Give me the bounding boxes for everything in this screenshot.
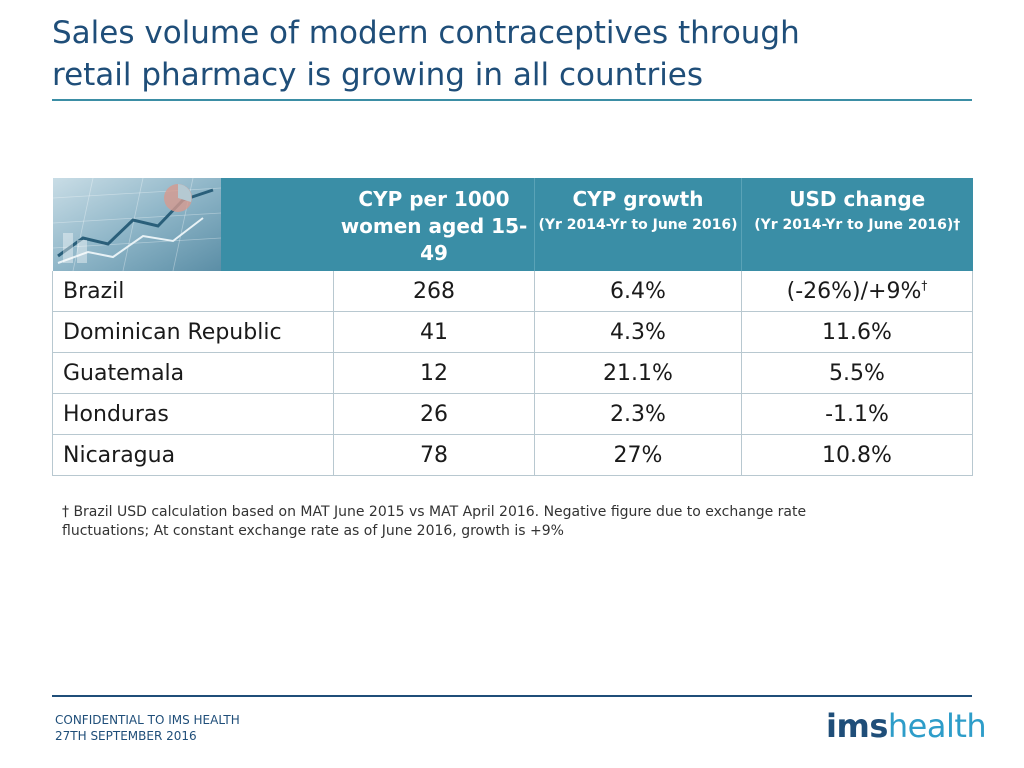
header-cyp-growth-sub: (Yr 2014-Yr to June 2016) — [538, 217, 738, 233]
header-cyp-growth: CYP growth (Yr 2014-Yr to June 2016) — [534, 178, 742, 271]
cyp-cell: 268 — [333, 271, 535, 312]
header-usd-change-label: USD change — [789, 187, 926, 211]
usd-cell: 10.8% — [741, 434, 973, 476]
logo-ims: ims — [826, 707, 888, 745]
table-row: Guatemala 12 21.1% 5.5% — [52, 352, 973, 394]
country-cell: Honduras — [52, 393, 334, 435]
title-line-2: retail pharmacy is growing in all countr… — [52, 57, 704, 93]
footnote-line-1: † Brazil USD calculation based on MAT Ju… — [62, 504, 807, 520]
table-row: Honduras 26 2.3% -1.1% — [52, 393, 973, 435]
logo-health: health — [887, 707, 987, 745]
growth-cell: 21.1% — [534, 352, 742, 394]
dagger-mark: † — [921, 278, 928, 293]
cyp-cell: 12 — [333, 352, 535, 394]
usd-cell: (-26%)/+9%† — [741, 271, 973, 312]
title-line-1: Sales volume of modern contraceptives th… — [52, 15, 800, 51]
country-cell: Dominican Republic — [52, 311, 334, 353]
header-cyp-growth-label: CYP growth — [572, 187, 704, 211]
growth-cell: 2.3% — [534, 393, 742, 435]
header-image-cell — [52, 178, 334, 271]
usd-cell: 11.6% — [741, 311, 973, 353]
usd-value: (-26%)/+9% — [786, 278, 922, 304]
growth-cell: 6.4% — [534, 271, 742, 312]
confidential-label: CONFIDENTIAL TO IMS HEALTH — [55, 713, 240, 727]
growth-cell: 27% — [534, 434, 742, 476]
country-cell: Guatemala — [52, 352, 334, 394]
table-header-row: CYP per 1000 women aged 15-49 CYP growth… — [52, 178, 973, 271]
footer-text: CONFIDENTIAL TO IMS HEALTH 27TH SEPTEMBE… — [55, 712, 240, 744]
title-divider — [52, 99, 972, 101]
header-usd-change: USD change (Yr 2014-Yr to June 2016)† — [741, 178, 973, 271]
cyp-cell: 41 — [333, 311, 535, 353]
cyp-cell: 78 — [333, 434, 535, 476]
footer-date: 27TH SEPTEMBER 2016 — [55, 729, 197, 743]
header-cyp-per-1000-label: CYP per 1000 women aged 15-49 — [340, 187, 528, 265]
header-cyp-per-1000: CYP per 1000 women aged 15-49 — [333, 178, 535, 271]
table-row: Nicaragua 78 27% 10.8% — [52, 434, 973, 476]
country-cell: Nicaragua — [52, 434, 334, 476]
table-row: Dominican Republic 41 4.3% 11.6% — [52, 311, 973, 353]
header-usd-change-sub: (Yr 2014-Yr to June 2016)† — [754, 217, 961, 233]
usd-cell: 5.5% — [741, 352, 973, 394]
usd-cell: -1.1% — [741, 393, 973, 435]
footnote: † Brazil USD calculation based on MAT Ju… — [62, 503, 932, 541]
page-title: Sales volume of modern contraceptives th… — [52, 12, 972, 96]
footnote-line-2: fluctuations; At constant exchange rate … — [62, 523, 564, 539]
chart-photo-image — [52, 178, 334, 271]
table-row: Brazil 268 6.4% (-26%)/+9%† — [52, 271, 973, 312]
ims-health-logo: imshealth — [826, 706, 987, 746]
country-cell: Brazil — [52, 271, 334, 312]
cyp-cell: 26 — [333, 393, 535, 435]
sales-table: CYP per 1000 women aged 15-49 CYP growth… — [52, 178, 973, 476]
footer-divider — [52, 695, 972, 697]
growth-cell: 4.3% — [534, 311, 742, 353]
